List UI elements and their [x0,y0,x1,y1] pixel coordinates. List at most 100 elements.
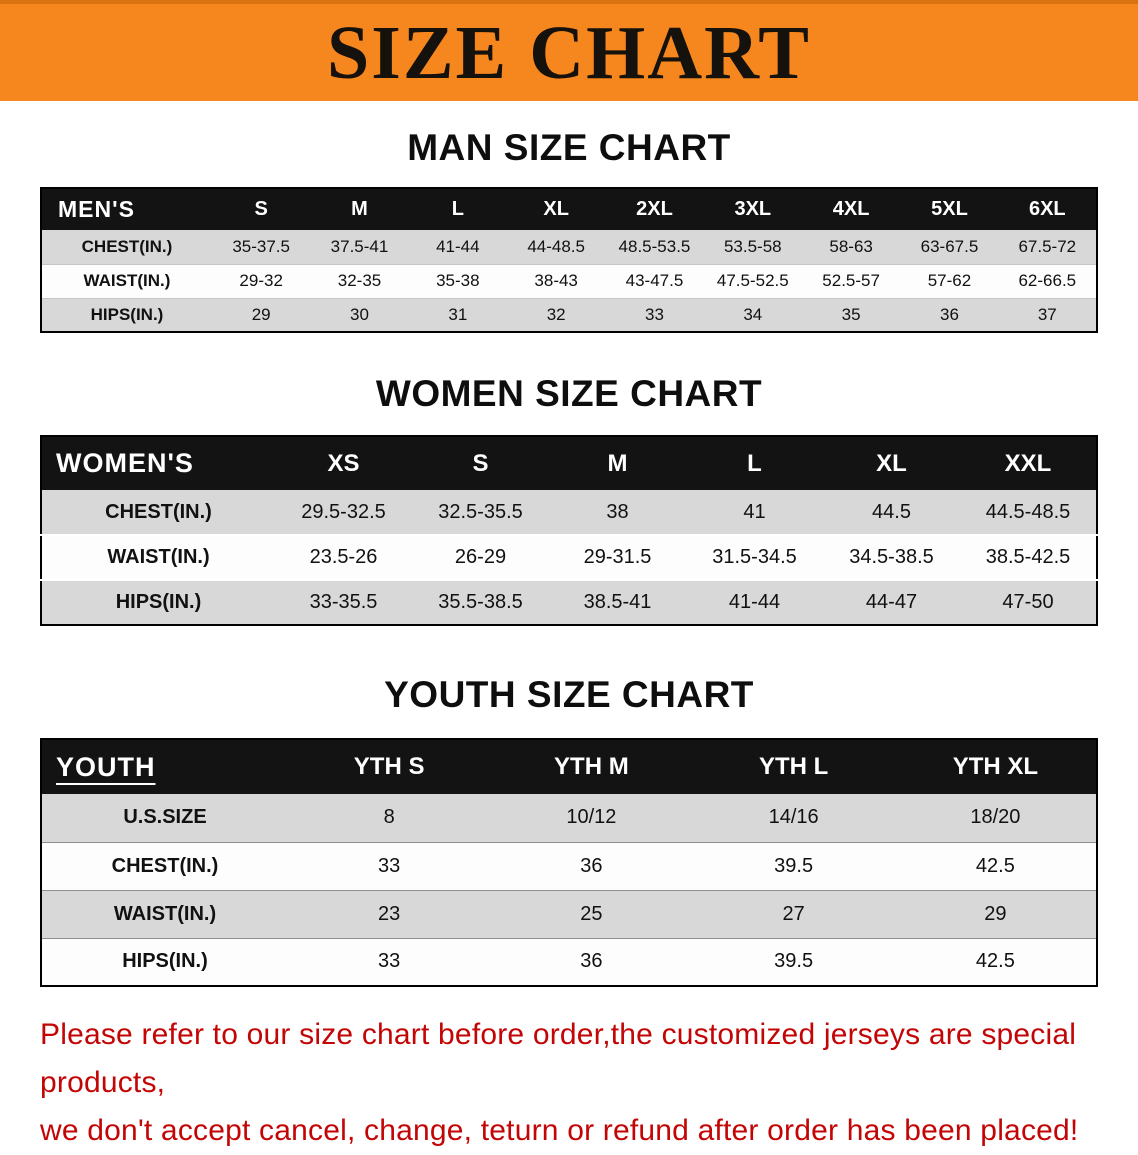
value-cell: 34 [743,304,763,324]
value-cell: 35-37.5 [232,236,290,256]
value-cell: 39.5 [774,854,814,877]
value-cell: 47.5-52.5 [716,271,789,290]
size-header-cell: XL [876,449,907,477]
value-cell: 62-66.5 [1018,271,1077,290]
measurement-row: CHEST(IN.) 35-37.5 37.5-41 41-44 44-48.5 48.5… [41,230,1097,264]
row-label-cell: WAIST(IN.) [83,271,171,290]
size-header-cell: 5XL [931,198,968,220]
page-title: SIZE CHART [326,10,811,95]
value-cell: 25 [580,902,603,925]
value-cell: 41 [743,500,766,523]
measurement-row: WAIST(IN.) 23.5-26 26-29 29-31.5 31.5-34.5 34… [41,535,1097,580]
measurement-row: HIPS(IN.) 33 36 39.5 42.5 [41,938,1097,986]
row-label-cell: HIPS(IN.) [115,591,202,613]
value-cell: 39.5 [774,950,814,973]
size-header-cell: XL [543,198,569,220]
row-label-cell: CHEST(IN.) [105,500,212,523]
value-cell: 38.5-41 [583,591,652,613]
value-cell: 32.5-35.5 [438,500,523,523]
row-label-cell: HIPS(IN.) [90,304,164,324]
value-cell: 58-63 [829,236,873,256]
value-cell: 41-44 [728,591,781,613]
youth-section-heading: YOUTH SIZE CHART [384,674,754,715]
value-cell: 33-35.5 [309,591,378,613]
size-header-cell: 6XL [1028,198,1066,220]
measurement-row: CHEST(IN.) 29.5-32.5 32.5-35.5 38 41 44.5 44.5… [41,490,1097,535]
measurement-row: CHEST(IN.) 33 36 39.5 42.5 [41,842,1097,890]
size-header-cell: XS [327,449,360,477]
value-cell: 18/20 [970,806,1021,829]
value-cell: 31 [448,304,468,324]
value-cell: 29-31.5 [583,546,652,568]
value-cell: 38-43 [534,271,578,290]
measurement-row: U.S.SIZE 8 10/12 14/16 18/20 [41,794,1097,842]
value-cell: 48.5-53.5 [618,236,691,256]
women-section-heading: WOMEN SIZE CHART [375,373,763,414]
row-label-cell: CHEST(IN.) [81,236,173,256]
value-cell: 27 [782,902,805,925]
size-header-cell: YTH M [554,753,629,780]
size-header-cell: S [472,449,489,477]
value-cell: 47-50 [1002,591,1054,613]
table-name-cell: YOUTH [56,751,156,782]
size-header-cell: S [254,198,268,220]
value-cell: 36 [580,854,603,877]
value-cell: 41-44 [436,236,480,256]
row-label-cell: HIPS(IN.) [122,950,208,973]
men-size-table: MEN'S S M L XL 2XL 3XL 4XL 5XL 6XL CHEST(IN.) 35-37… [40,187,1098,333]
value-cell: 32 [546,304,566,324]
value-cell: 8 [383,806,395,829]
row-label-cell: U.S.SIZE [123,806,207,829]
size-header-cell: 2XL [636,198,673,220]
value-cell: 43-47.5 [625,271,684,290]
value-cell: 52.5-57 [822,271,880,290]
note-line-1: Please refer to our size chart before or… [40,1018,1077,1099]
banner: SIZE CHART [0,0,1138,101]
size-header-cell: 4XL [832,198,870,220]
value-cell: 14/16 [768,806,819,829]
value-cell: 53.5-58 [723,236,782,256]
size-header-cell: M [607,449,628,477]
women-size-table: WOMEN'S XS S M L XL XXL CHEST(IN.) 29.5-32.5 32.5… [40,435,1098,626]
value-cell: 31.5-34.5 [712,546,797,568]
value-cell: 36 [940,304,959,324]
value-cell: 38 [606,500,629,523]
value-cell: 29 [984,902,1007,925]
value-cell: 44.5 [872,500,911,523]
value-cell: 33 [378,950,401,973]
value-cell: 29-32 [239,271,283,290]
measurement-row: HIPS(IN.) 33-35.5 35.5-38.5 38.5-41 41-44 44-… [41,580,1097,625]
value-cell: 35 [841,304,861,324]
size-header-cell: YTH L [758,753,829,780]
table-header-row: YOUTH YTH S YTH M YTH L YTH XL [41,739,1097,794]
size-header-cell: YTH XL [952,753,1039,780]
value-cell: 42.5 [975,854,1015,877]
value-cell: 23 [378,902,401,925]
value-cell: 44.5-48.5 [985,500,1071,523]
size-header-cell: L [747,449,762,477]
value-cell: 36 [580,950,603,973]
value-cell: 33 [378,854,401,877]
size-header-cell: YTH S [353,753,425,780]
value-cell: 29 [251,304,271,324]
youth-size-table: YOUTH YTH S YTH M YTH L YTH XL U.S.SIZE 8 10/12… [40,738,1098,987]
value-cell: 35-38 [436,271,480,290]
value-cell: 23.5-26 [309,546,378,568]
row-label-cell: CHEST(IN.) [111,854,219,877]
men-section-heading: MAN SIZE CHART [407,127,731,168]
note-line-2: we don't accept cancel, change, teturn o… [40,1114,1079,1147]
row-label-cell: WAIST(IN.) [107,546,210,568]
table-name-cell: MEN'S [58,196,135,222]
measurement-row: WAIST(IN.) 23 25 27 29 [41,890,1097,938]
value-cell: 10/12 [566,806,617,829]
size-header-cell: 3XL [734,198,772,220]
value-cell: 37.5-41 [330,236,389,256]
measurement-row: WAIST(IN.) 29-32 32-35 35-38 38-43 43-47.5 47.… [41,264,1097,298]
footer-note: Please refer to our size chart before or… [40,1011,1098,1155]
value-cell: 63-67.5 [920,236,979,256]
value-cell: 67.5-72 [1018,236,1077,256]
size-header-cell: XXL [1004,449,1052,477]
value-cell: 35.5-38.5 [438,591,523,613]
table-header-row: WOMEN'S XS S M L XL XXL [41,436,1097,490]
